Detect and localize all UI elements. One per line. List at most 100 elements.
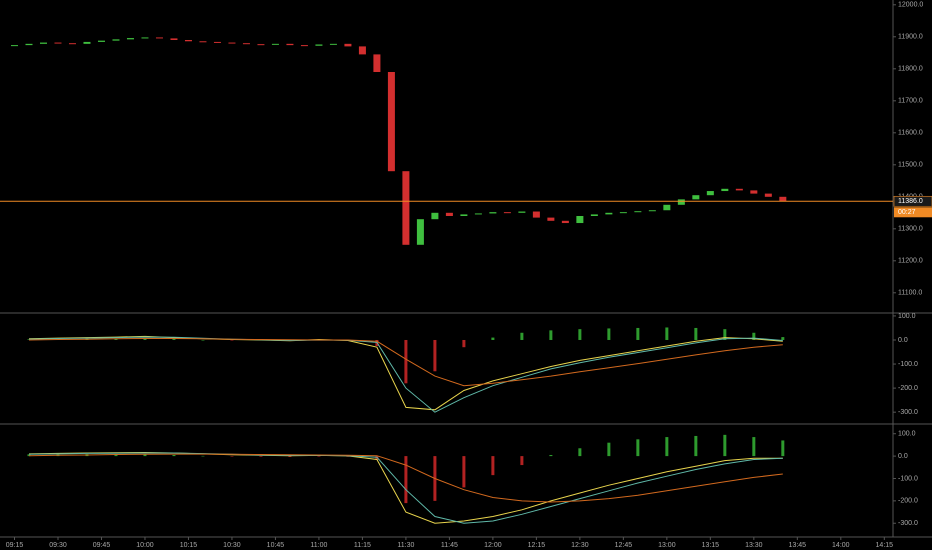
histogram-bar [259, 456, 263, 457]
candle [721, 188, 729, 192]
x-tick-label: 11:00 [310, 542, 327, 549]
x-tick-label: 09:45 [93, 542, 111, 549]
y-tick-label: 100.0 [898, 431, 916, 438]
candle [474, 213, 482, 215]
x-tick-label: 14:15 [876, 542, 894, 549]
histogram-bar [578, 448, 582, 457]
histogram-bar [143, 338, 147, 340]
candle [329, 43, 337, 45]
candle [213, 41, 221, 43]
y-tick-label: 11900.0 [898, 34, 923, 41]
candle [184, 40, 192, 42]
histogram-bar [433, 339, 437, 372]
indicator-line [28, 453, 783, 503]
histogram-bar [607, 442, 611, 457]
histogram-bar [114, 454, 118, 457]
histogram-bar [549, 454, 553, 457]
candle [10, 45, 18, 47]
candle [663, 204, 671, 211]
candle [416, 219, 424, 245]
candle [561, 220, 569, 224]
x-tick-label: 14:00 [832, 542, 850, 549]
x-tick-label: 10:45 [267, 542, 285, 549]
candle [286, 43, 294, 46]
candle [503, 212, 511, 214]
y-tick-label: -100.0 [898, 475, 918, 482]
x-tick-label: 12:00 [484, 542, 502, 549]
candle [257, 44, 265, 46]
candle [402, 171, 410, 245]
histogram-bar [636, 327, 640, 340]
price-tag [893, 195, 932, 207]
histogram-bar [288, 456, 292, 458]
candle [735, 188, 743, 191]
candle [242, 43, 250, 45]
candle [97, 40, 105, 42]
histogram-bar [201, 455, 205, 457]
x-tick-label: 12:45 [615, 542, 633, 549]
candle [605, 212, 613, 215]
histogram-bar [723, 434, 727, 457]
candle [547, 217, 555, 221]
histogram-bar [317, 456, 321, 457]
candle [692, 195, 700, 200]
candle [634, 211, 642, 213]
y-tick-label: 0.0 [898, 337, 908, 344]
histogram-bar [172, 454, 176, 457]
candle [170, 38, 178, 40]
candle [315, 44, 323, 46]
y-tick-label: 11700.0 [898, 98, 923, 105]
x-tick-label: 12:30 [571, 542, 589, 549]
histogram-bar [752, 332, 756, 340]
candle [532, 211, 540, 218]
candle [126, 38, 134, 40]
histogram-bar [578, 329, 582, 340]
candle [199, 41, 207, 43]
indicator-line [28, 338, 783, 387]
indicator-line [28, 452, 783, 524]
x-tick-label: 13:45 [789, 542, 807, 549]
x-tick-label: 13:30 [745, 542, 763, 549]
countdown-label: 00:27 [898, 209, 916, 216]
histogram-bar [665, 437, 669, 457]
candle [25, 43, 33, 46]
candle [387, 72, 395, 172]
indicator-line [28, 336, 783, 413]
y-tick-label: 11100.0 [898, 290, 922, 297]
price-tag-label: 11386.0 [898, 198, 923, 205]
histogram-bar [346, 456, 350, 457]
histogram-bar [636, 439, 640, 457]
candle [112, 39, 120, 41]
candle [706, 191, 714, 196]
candle [518, 211, 526, 213]
candle [300, 45, 308, 47]
histogram-bar [694, 327, 698, 340]
candle [373, 54, 381, 72]
y-tick-label: -200.0 [898, 385, 918, 392]
histogram-bar [549, 330, 553, 340]
candle [619, 212, 627, 214]
x-tick-label: 11:45 [441, 542, 458, 549]
candle [460, 214, 468, 216]
y-tick-label: -300.0 [898, 409, 918, 416]
x-tick-label: 12:15 [528, 542, 546, 549]
histogram-bar [230, 339, 234, 341]
histogram-bar [607, 328, 611, 340]
y-tick-label: 11300.0 [898, 226, 923, 233]
candle [590, 214, 598, 216]
candle [779, 196, 787, 202]
x-tick-label: 10:30 [223, 542, 241, 549]
x-tick-label: 11:30 [397, 542, 414, 549]
candle [750, 190, 758, 194]
histogram-bar [781, 440, 785, 457]
y-tick-label: 100.0 [898, 313, 916, 320]
y-tick-label: 11800.0 [898, 66, 923, 73]
histogram-bar [781, 337, 785, 340]
y-tick-label: 11500.0 [898, 162, 923, 169]
histogram-bar [462, 339, 466, 348]
histogram-bar [230, 456, 234, 457]
histogram-bar [404, 456, 408, 504]
y-tick-label: -300.0 [898, 520, 918, 527]
candle [576, 216, 584, 224]
histogram-bar [694, 435, 698, 457]
